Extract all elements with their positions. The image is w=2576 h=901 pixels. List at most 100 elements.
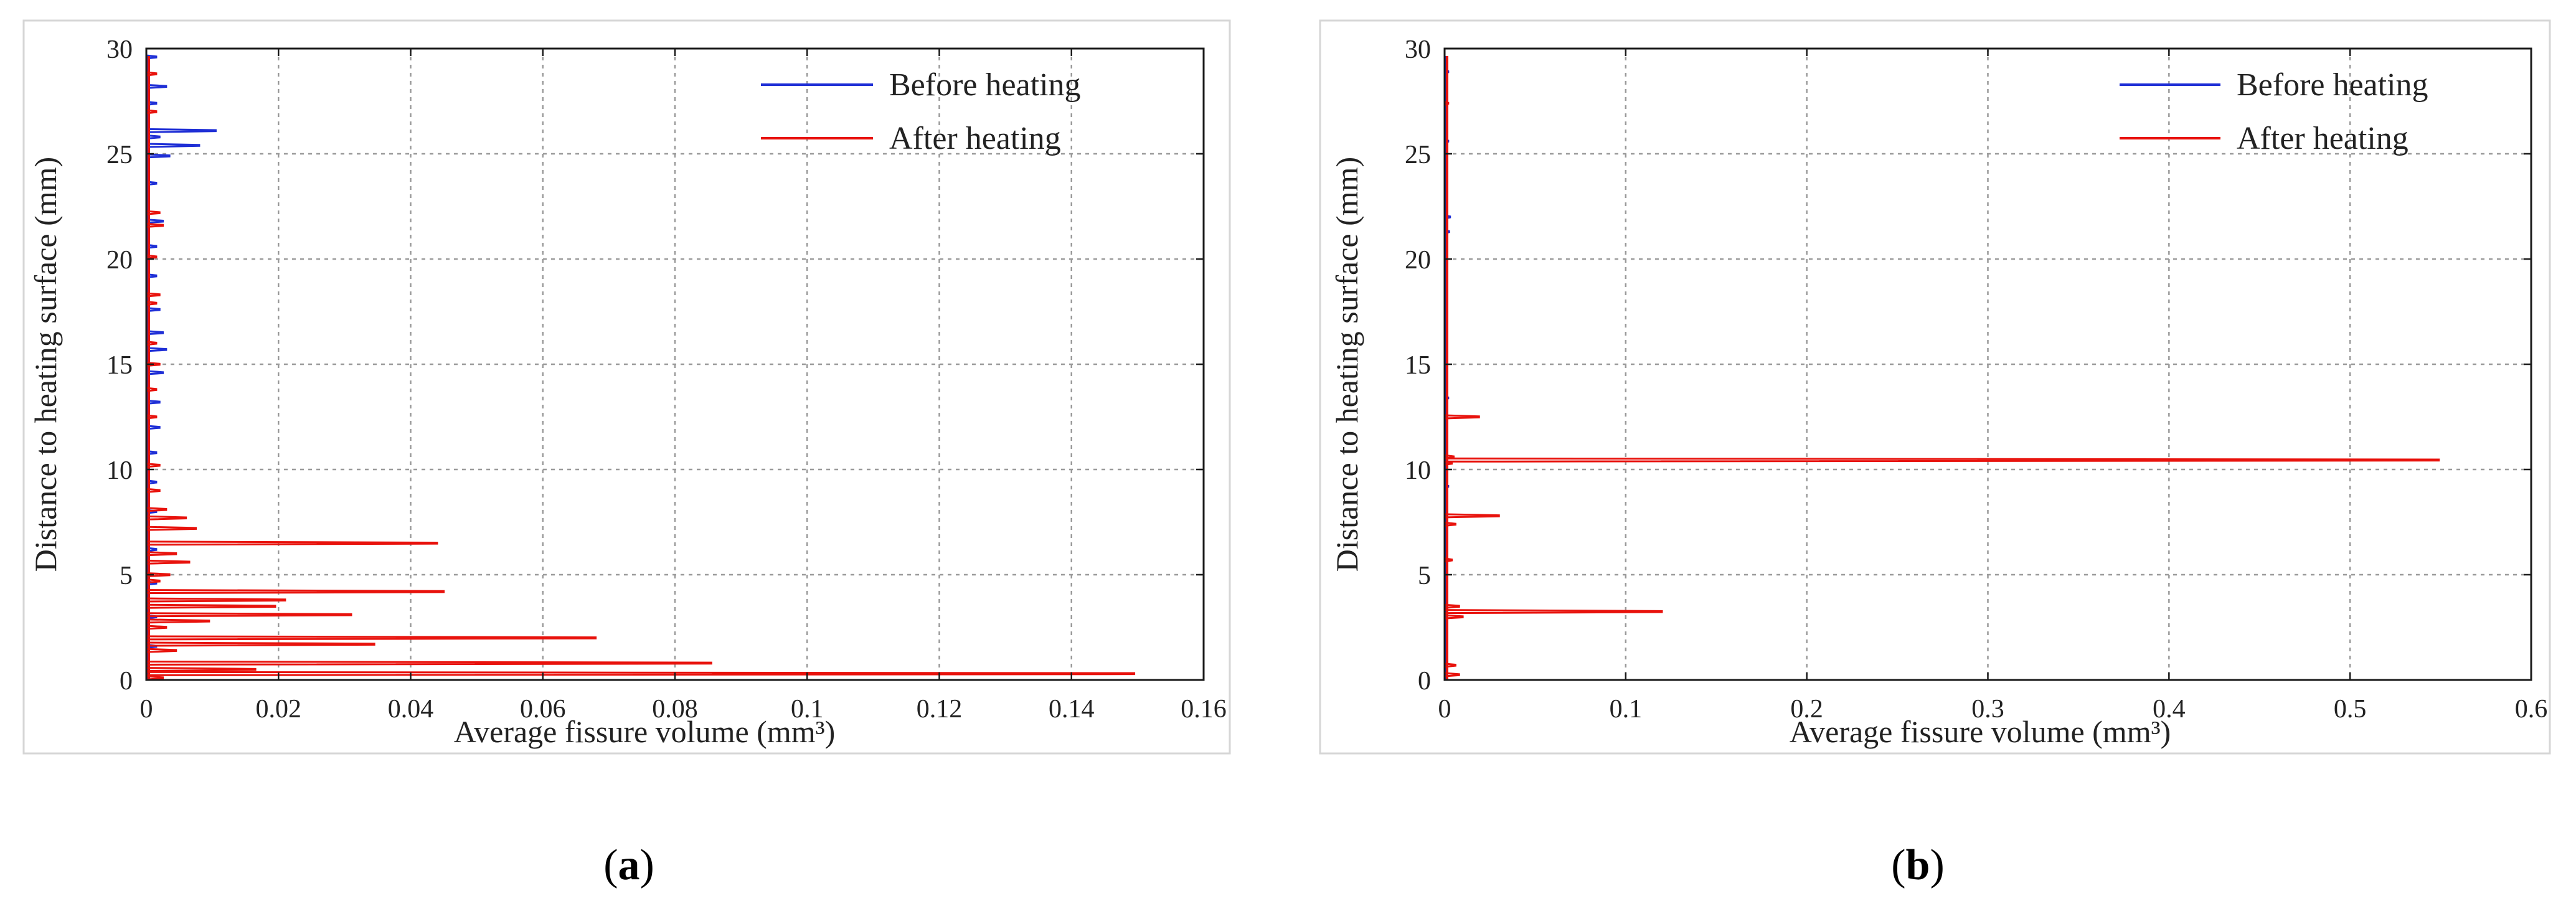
panel-label: (b)	[1891, 841, 1945, 889]
y-tick-label: 15	[1405, 351, 1431, 380]
data-spike	[146, 219, 164, 224]
x-tick-label: 0.14	[1049, 695, 1095, 724]
data-spike	[146, 488, 161, 493]
y-tick-label: 30	[1405, 35, 1431, 64]
data-spike	[146, 667, 257, 672]
data-spike	[146, 635, 597, 641]
data-spike	[146, 362, 161, 367]
data-spike	[146, 292, 161, 298]
data-spike	[146, 526, 197, 531]
x-tick-label: 0.08	[652, 695, 698, 724]
legend: Before heating After heating	[2120, 67, 2428, 156]
series-after-heating	[146, 56, 1136, 681]
y-tick-label: 20	[106, 246, 133, 275]
data-spike	[146, 660, 712, 666]
y-tick-label: 0	[1418, 667, 1431, 696]
data-spike	[146, 254, 158, 260]
x-tick-label: 0.1	[1610, 695, 1643, 724]
data-spike	[146, 181, 158, 186]
legend-label-after-heating: After heating	[2237, 121, 2409, 156]
panel-a: 0 0.02 0.04 0.06 0.08 0.1 0.12 0.14 0.16 0 5 10 15 20…	[22, 19, 1231, 889]
data-spike	[146, 307, 161, 313]
data-spike	[146, 414, 158, 420]
data-spike	[146, 109, 158, 115]
data-spike	[146, 547, 158, 552]
data-spike	[146, 134, 161, 139]
data-spike	[146, 330, 164, 336]
data-spike	[1444, 663, 1456, 668]
panel-label-letter: a	[618, 841, 640, 889]
data-spike	[146, 347, 167, 352]
x-tick-label: 0.04	[388, 695, 434, 724]
data-spike	[146, 273, 158, 279]
y-tick-label: 10	[106, 456, 133, 485]
x-tick-label: 0.12	[917, 695, 963, 724]
data-spike	[146, 100, 158, 106]
panel-label-close-paren: )	[640, 841, 654, 889]
y-tick-label: 5	[1418, 562, 1431, 590]
panel-label-letter: b	[1906, 841, 1930, 889]
data-spike	[146, 618, 210, 624]
data-spike	[1444, 609, 1663, 615]
y-tick-label: 10	[1405, 456, 1431, 485]
y-axis-label: Distance to heating surface (mm)	[28, 157, 63, 572]
data-spike	[146, 210, 161, 215]
data-spike	[1444, 672, 1460, 677]
legend-label-before-heating: Before heating	[2237, 67, 2428, 103]
data-spike	[146, 589, 445, 595]
data-spike	[146, 597, 286, 603]
x-tick-label: 0.5	[2334, 695, 2367, 724]
y-tick-label: 25	[106, 141, 133, 169]
x-tick-label: 0.02	[256, 695, 302, 724]
data-spike	[146, 551, 177, 557]
y-tick-label: 25	[1405, 141, 1431, 169]
data-spike	[146, 515, 187, 521]
panel-label-open-paren: (	[603, 841, 618, 889]
panel-b: 0 0.1 0.2 0.3 0.4 0.5 0.6 0 5 10 15 20 25 30 Average f…	[1319, 19, 2551, 889]
data-spike	[1444, 513, 1500, 519]
data-spike	[146, 578, 161, 584]
panel-outer-frame	[22, 19, 1231, 755]
x-tick-label: 0.16	[1181, 695, 1227, 724]
data-spike	[1444, 414, 1480, 420]
data-spike	[146, 641, 375, 647]
panel-label: (a)	[603, 841, 654, 889]
x-tick-label: 0.6	[2515, 695, 2548, 724]
data-spike	[146, 153, 171, 159]
x-tick-label: 0	[140, 695, 153, 724]
y-tick-label: 5	[120, 562, 133, 590]
data-spike	[146, 612, 352, 618]
y-tick-label: 0	[120, 667, 133, 696]
data-spike	[146, 425, 161, 430]
data-spike	[146, 450, 158, 455]
panel-label-open-paren: (	[1891, 841, 1905, 889]
data-spike	[146, 300, 158, 306]
legend-label-before-heating: Before heating	[889, 67, 1081, 103]
data-spike	[1444, 614, 1464, 620]
panel-label-close-paren: )	[1930, 841, 1944, 889]
data-spike	[146, 507, 167, 512]
data-spike	[146, 648, 177, 653]
data-spike	[146, 71, 158, 77]
legend-label-after-heating: After heating	[889, 121, 1061, 156]
data-spike	[146, 675, 164, 681]
data-spike	[146, 83, 167, 89]
data-spike	[1444, 603, 1460, 609]
data-spike	[1444, 457, 2440, 463]
data-spike	[146, 463, 161, 468]
panel-outer-frame	[1319, 19, 2551, 755]
data-spike	[146, 559, 191, 565]
data-spike	[146, 572, 171, 577]
x-tick-label: 0.2	[1790, 695, 1823, 724]
data-spike	[146, 128, 217, 133]
x-tick-label: 0.4	[2153, 695, 2186, 724]
data-spike	[146, 540, 438, 546]
data-spike	[146, 370, 164, 375]
data-spike	[146, 399, 161, 405]
data-spike	[146, 625, 167, 630]
data-spike	[146, 603, 276, 609]
x-tick-label: 0	[1438, 695, 1451, 724]
y-tick-label: 30	[106, 35, 133, 64]
